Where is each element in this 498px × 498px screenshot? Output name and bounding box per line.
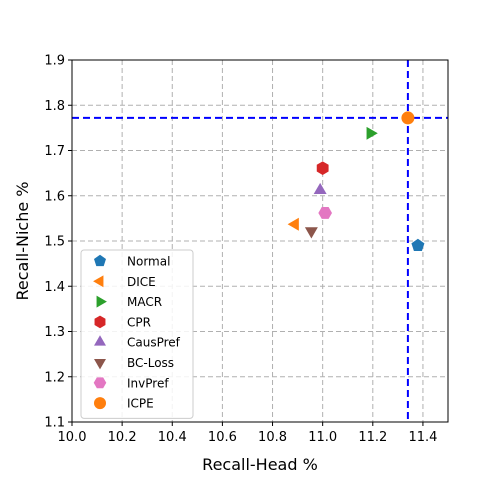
y-tick-label: 1.6: [44, 189, 65, 204]
x-tick-label: 10.0: [58, 430, 87, 445]
data-point-cpr: [316, 161, 329, 175]
x-tick-label: 10.4: [158, 430, 187, 445]
legend-marker-normal: [94, 254, 106, 267]
y-tick-label: 1.1: [44, 416, 65, 431]
legend-label-macr: MACR: [127, 295, 162, 309]
data-point-bc-loss: [304, 227, 318, 239]
data-point-normal: [411, 238, 425, 252]
y-tick-label: 1.9: [44, 54, 65, 69]
legend-label-icpe: ICPE: [127, 397, 154, 411]
x-tick-label: 11.0: [308, 430, 337, 445]
y-tick-label: 1.4: [44, 280, 65, 295]
y-axis-ticks: 1.1 1.2 1.3 1.4 1.5 1.6 1.7 1.8 1.9: [44, 54, 72, 431]
data-point-causpref: [313, 182, 327, 195]
legend-label-causpref: CausPref: [127, 336, 181, 350]
legend-label-bc-loss: BC-Loss: [127, 356, 174, 370]
legend-marker-causpref: [94, 335, 106, 346]
y-axis-label: Recall-Niche %: [13, 182, 32, 301]
data-point-invpref: [318, 207, 332, 219]
x-axis-label: Recall-Head %: [202, 455, 318, 474]
legend-label-dice: DICE: [127, 275, 156, 289]
legend-marker-icpe: [94, 397, 106, 410]
legend-label-cpr: CPR: [127, 315, 151, 329]
y-tick-label: 1.2: [44, 370, 65, 385]
data-point-macr: [366, 126, 378, 140]
y-tick-label: 1.8: [44, 99, 65, 114]
data-point-icpe: [401, 111, 415, 125]
legend-marker-dice: [93, 275, 104, 288]
legend-marker-invpref: [93, 377, 107, 389]
x-tick-label: 10.2: [108, 430, 137, 445]
legend-box: [80, 249, 194, 419]
x-tick-label: 10.6: [208, 430, 237, 445]
y-tick-label: 1.7: [44, 144, 65, 159]
legend-label-invpref: InvPref: [127, 376, 169, 390]
data-point-dice: [287, 217, 299, 231]
legend-marker-macr: [96, 295, 107, 308]
legend-marker-bc-loss: [94, 359, 106, 370]
legend: Normal DICE MACR CPR CausPref BC-Loss InvPref I…: [80, 249, 194, 419]
y-tick-label: 1.5: [44, 235, 65, 250]
data-points: [287, 111, 425, 252]
y-tick-label: 1.3: [44, 325, 65, 340]
x-tick-label: 11.2: [358, 430, 387, 445]
legend-marker-cpr: [94, 315, 106, 329]
legend-label-normal: Normal: [127, 255, 170, 269]
x-axis-ticks: 10.0 10.2 10.4 10.6 10.8 11.0 11.2 11.4: [58, 422, 437, 445]
x-tick-label: 10.8: [258, 430, 287, 445]
x-tick-label: 11.4: [408, 430, 437, 445]
